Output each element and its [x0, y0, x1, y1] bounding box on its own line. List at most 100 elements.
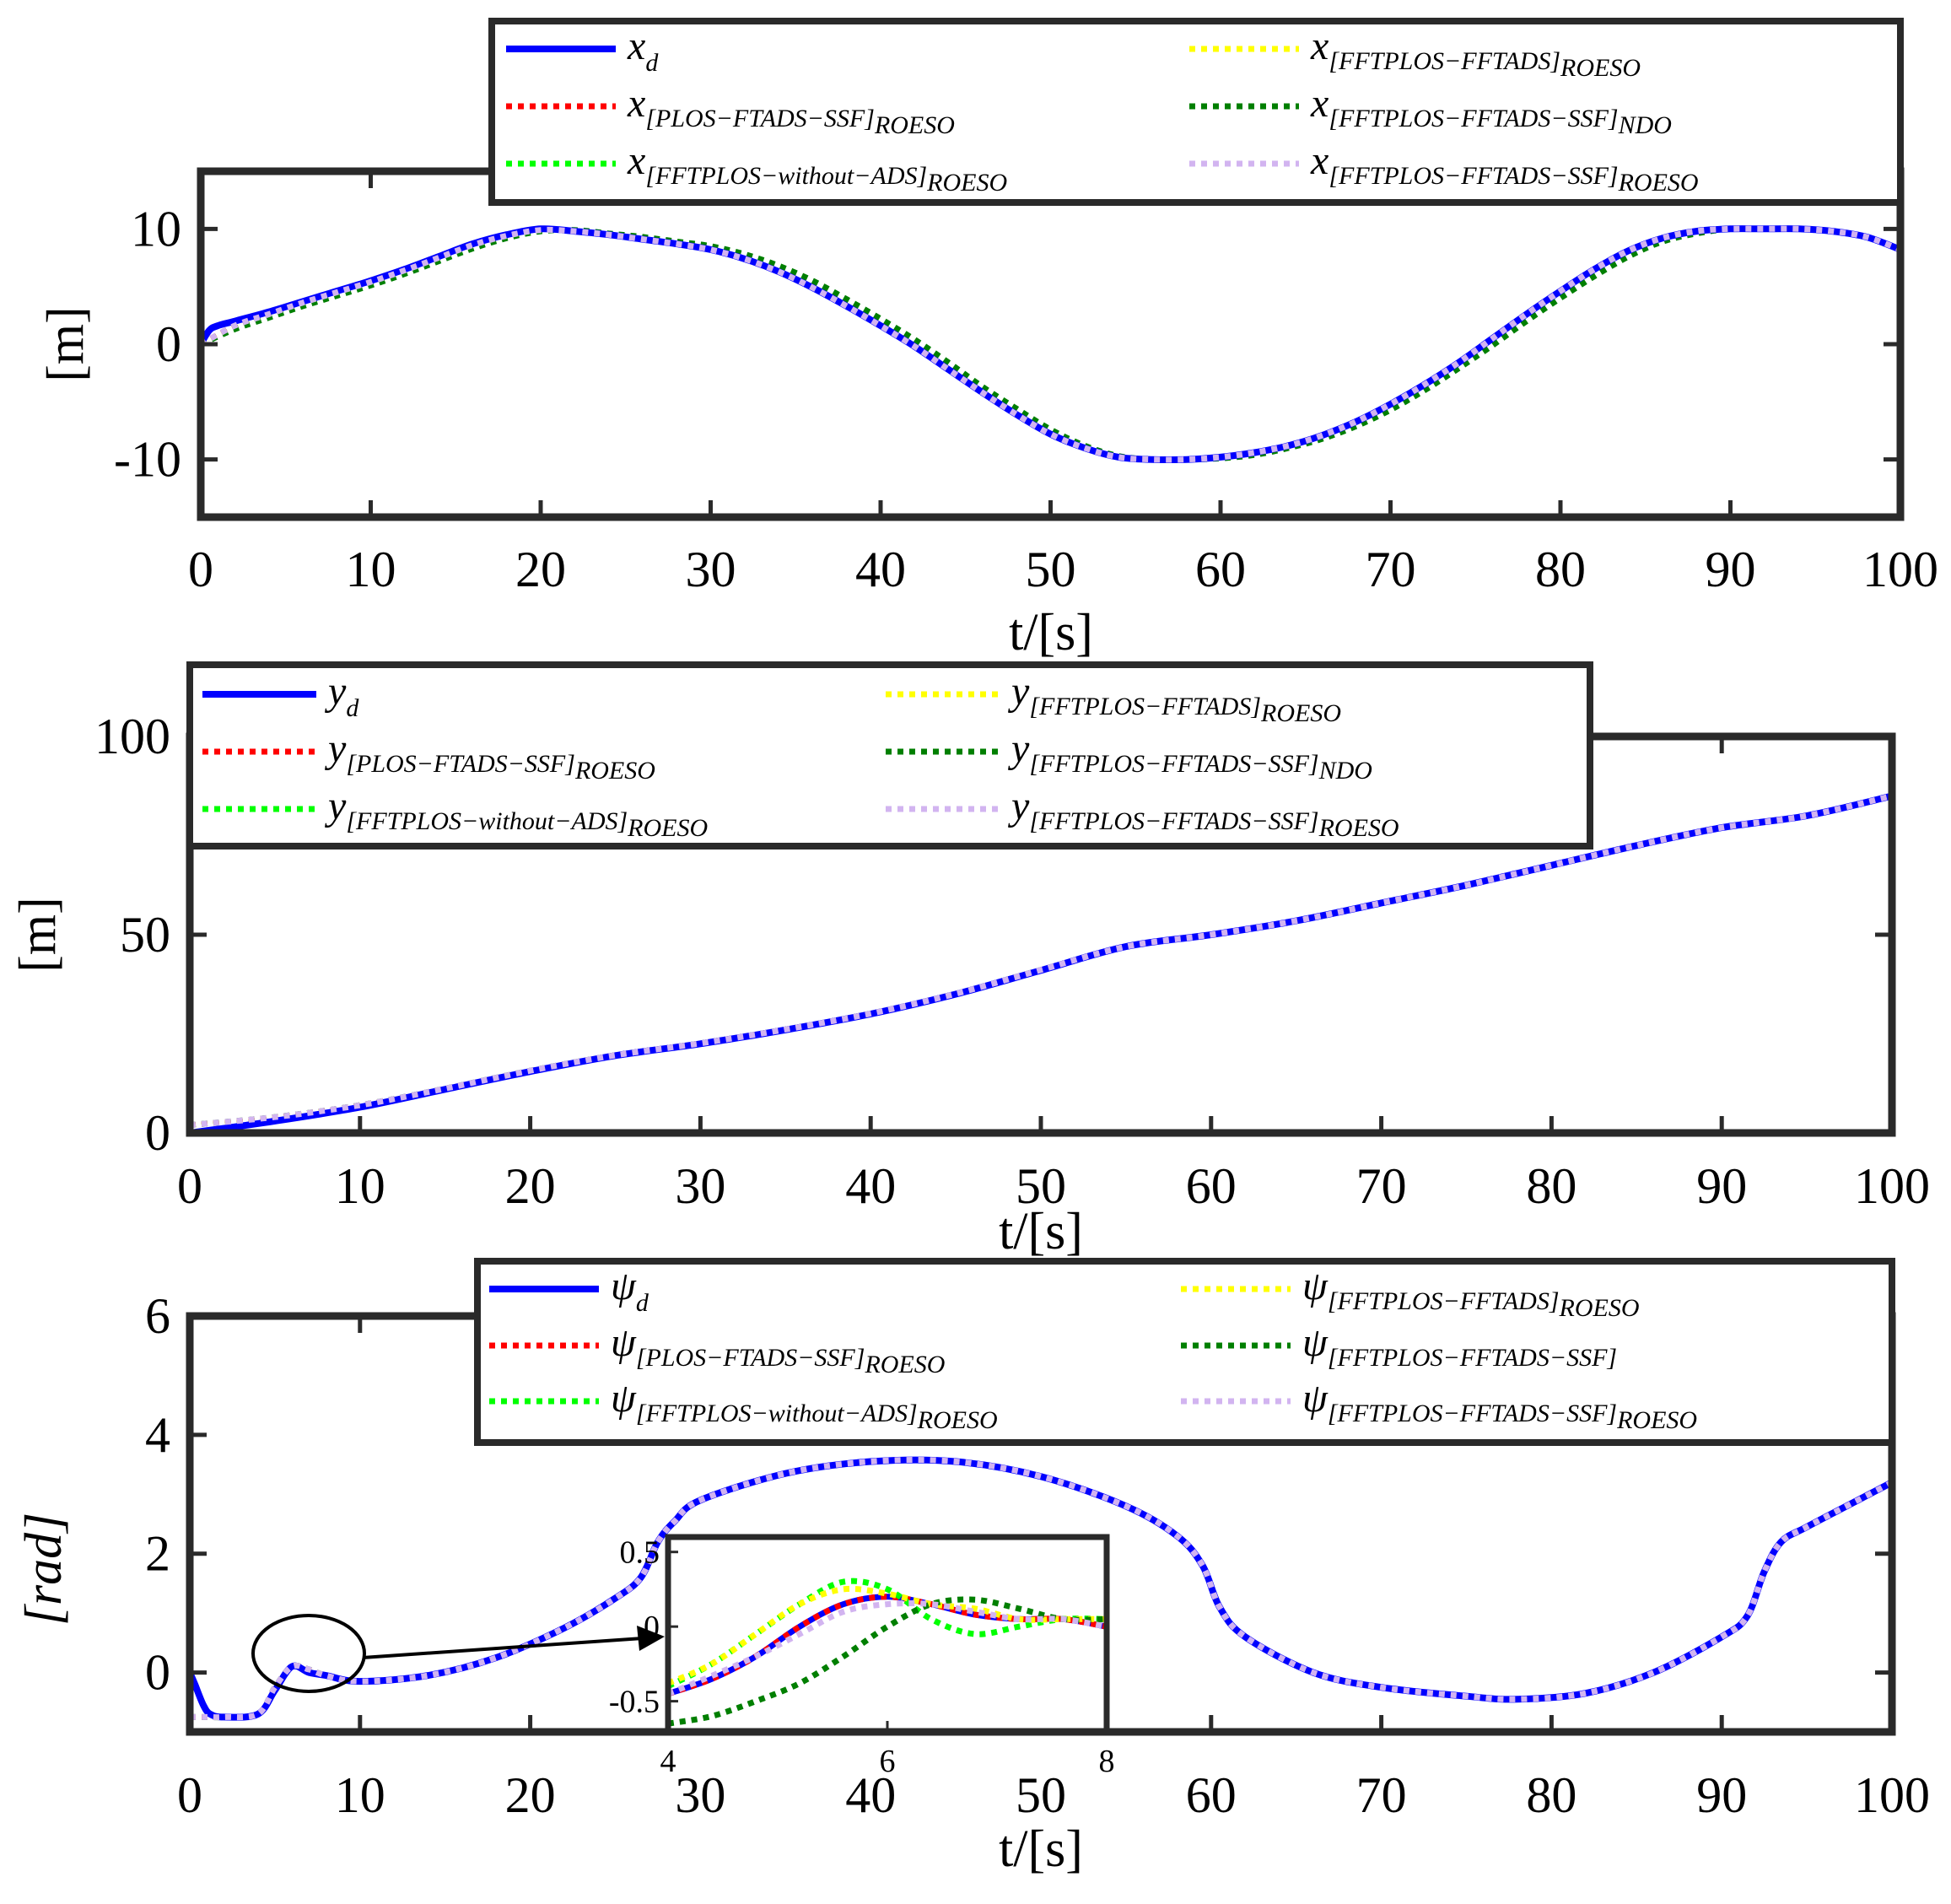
y-xlabel: t/[s]	[999, 1203, 1083, 1260]
y-ylabel: [m]	[9, 897, 67, 973]
x-series-ndo	[201, 225, 1900, 463]
psi-xtick-label: 20	[505, 1767, 556, 1823]
psi-legend-label: ψ[FFTPLOS−FFTADS−SSF]ROESO	[1302, 1376, 1697, 1434]
y-xtick-label: 40	[845, 1158, 896, 1214]
inset-xtick-label: 4	[660, 1744, 676, 1779]
psi-xtick-label: 80	[1526, 1767, 1576, 1823]
psi-ytick-label: 0	[145, 1645, 170, 1701]
x-xtick-label: 40	[855, 542, 906, 597]
inset-background	[668, 1537, 1107, 1731]
x-xtick-label: 70	[1366, 542, 1416, 597]
psi-xtick-label: 90	[1696, 1767, 1747, 1823]
x-xtick-label: 10	[346, 542, 396, 597]
psi-xtick-label: 40	[845, 1767, 896, 1823]
y-legend-label: y[FFTPLOS−FFTADS−SSF]NDO	[1007, 726, 1372, 785]
x-legend: xdx[PLOS−FTADS−SSF]ROESOx[FFTPLOS−withou…	[488, 18, 1904, 206]
y-ytick-label: 100	[94, 709, 170, 764]
inset-series-yellow	[668, 1585, 1107, 1686]
psi-ytick-label: 6	[145, 1288, 170, 1344]
psi-xtick-label: 70	[1356, 1767, 1407, 1823]
inset-ytick-label: 0	[644, 1610, 660, 1645]
y-legend-label: yd	[324, 669, 359, 722]
psi-xtick-label: 100	[1854, 1767, 1930, 1823]
x-legend-label: x[FFTPLOS−without−ADS]ROESO	[627, 138, 1007, 197]
psi-xtick-label: 60	[1186, 1767, 1237, 1823]
inset-ytick-label: -0.5	[609, 1685, 660, 1720]
psi-legend: ψdψ[PLOS−FTADS−SSF]ROESOψ[FFTPLOS−withou…	[474, 1258, 1895, 1446]
y-ytick-label: 0	[145, 1105, 170, 1161]
y-xtick-label: 20	[505, 1158, 556, 1214]
x-ylabel: [m]	[37, 306, 94, 382]
y-xtick-label: 90	[1696, 1158, 1747, 1214]
x-legend-label: x[PLOS−FTADS−SSF]ROESO	[627, 81, 955, 139]
y-xtick-label: 0	[177, 1158, 202, 1214]
y-xtick-label: 60	[1186, 1158, 1237, 1214]
zoom-ellipse	[251, 1614, 366, 1693]
x-xlabel: t/[s]	[1009, 604, 1093, 661]
y-xtick-label: 30	[675, 1158, 725, 1214]
inset-series-lavender	[668, 1599, 1107, 1697]
psi-ylabel: [rad]	[15, 1513, 73, 1626]
psi-series-layer	[190, 1456, 1892, 1721]
y-series-roeso	[190, 793, 1892, 1129]
psi-series-roeso	[190, 1457, 1892, 1721]
inset-ytick-label: 0.5	[620, 1535, 660, 1571]
x-legend-box	[488, 18, 1904, 206]
y-legend: ydy[PLOS−FTADS−SSF]ROESOy[FFTPLOS−withou…	[186, 661, 1593, 850]
y-ytick-label: 50	[120, 907, 170, 963]
psi-xtick-label: 30	[675, 1767, 725, 1823]
y-xtick-label: 70	[1356, 1158, 1407, 1214]
x-xtick-label: 100	[1862, 542, 1938, 597]
x-xtick-label: 60	[1195, 542, 1246, 597]
x-series-roeso	[201, 225, 1900, 463]
y-xtick-label: 100	[1854, 1158, 1930, 1214]
x-xtick-label: 0	[188, 542, 213, 597]
y-xtick-label: 10	[335, 1158, 385, 1214]
psi-legend-label: ψd	[611, 1264, 649, 1317]
psi-ytick-label: 4	[145, 1407, 170, 1463]
psi-legend-label: ψ[FFTPLOS−FFTADS−SSF]	[1302, 1320, 1617, 1372]
psi-xtick-label: 50	[1016, 1767, 1066, 1823]
x-ytick-label: 10	[131, 201, 181, 256]
x-xtick-label: 20	[515, 542, 566, 597]
psi-legend-label: ψ[PLOS−FTADS−SSF]ROESO	[611, 1320, 945, 1378]
psi-inset: 4 6 8 -0.5 0 0.5	[609, 1534, 1115, 1779]
x-legend-label: x[FFTPLOS−FFTADS−SSF]ROESO	[1310, 138, 1699, 197]
x-legend-label: x[FFTPLOS−FFTADS]ROESO	[1310, 24, 1641, 82]
inset-xtick-label: 8	[1099, 1744, 1115, 1779]
x-series-desired	[201, 225, 1900, 463]
x-xtick-label: 80	[1535, 542, 1586, 597]
psi-xtick-label: 0	[177, 1767, 202, 1823]
y-series-layer	[190, 792, 1892, 1133]
y-xtick-label: 50	[1016, 1158, 1066, 1214]
y-legend-label: y[FFTPLOS−FFTADS]ROESO	[1007, 669, 1341, 727]
panel-y-chart: 0 10 20 30 40 50 60 70 80 90 100 0 50 100 [m] t/[s] y…	[9, 661, 1930, 1260]
y-legend-label: y[FFTPLOS−FFTADS−SSF]ROESO	[1007, 784, 1399, 842]
y-ticks-layer: 0 10 20 30 40 50 60 70 80 90 100 0 50 100	[94, 709, 1930, 1214]
psi-xlabel: t/[s]	[999, 1820, 1083, 1878]
y-legend-label: y[FFTPLOS−without−ADS]ROESO	[324, 784, 708, 842]
x-series-layer	[201, 225, 1900, 463]
y-xtick-label: 80	[1526, 1158, 1576, 1214]
x-ytick-label: -10	[114, 432, 181, 488]
psi-legend-label: ψ[FFTPLOS−without−ADS]ROESO	[611, 1376, 998, 1434]
zoom-arrow-head	[637, 1626, 665, 1651]
y-legend-label: y[PLOS−FTADS−SSF]ROESO	[324, 726, 655, 785]
inset-xtick-label: 6	[880, 1744, 896, 1779]
x-xtick-label: 30	[686, 542, 736, 597]
zoom-arrow-line	[362, 1637, 644, 1659]
x-xtick-label: 50	[1026, 542, 1076, 597]
x-legend-label: xd	[627, 24, 659, 77]
x-xtick-label: 90	[1706, 542, 1756, 597]
inset-series-darkgreen	[668, 1596, 1107, 1727]
psi-ytick-label: 2	[145, 1526, 170, 1582]
x-ytick-label: 0	[156, 316, 181, 372]
psi-legend-label: ψ[FFTPLOS−FFTADS]ROESO	[1302, 1264, 1640, 1322]
psi-xtick-label: 10	[335, 1767, 385, 1823]
x-legend-label: x[FFTPLOS−FFTADS−SSF]NDO	[1310, 81, 1672, 139]
